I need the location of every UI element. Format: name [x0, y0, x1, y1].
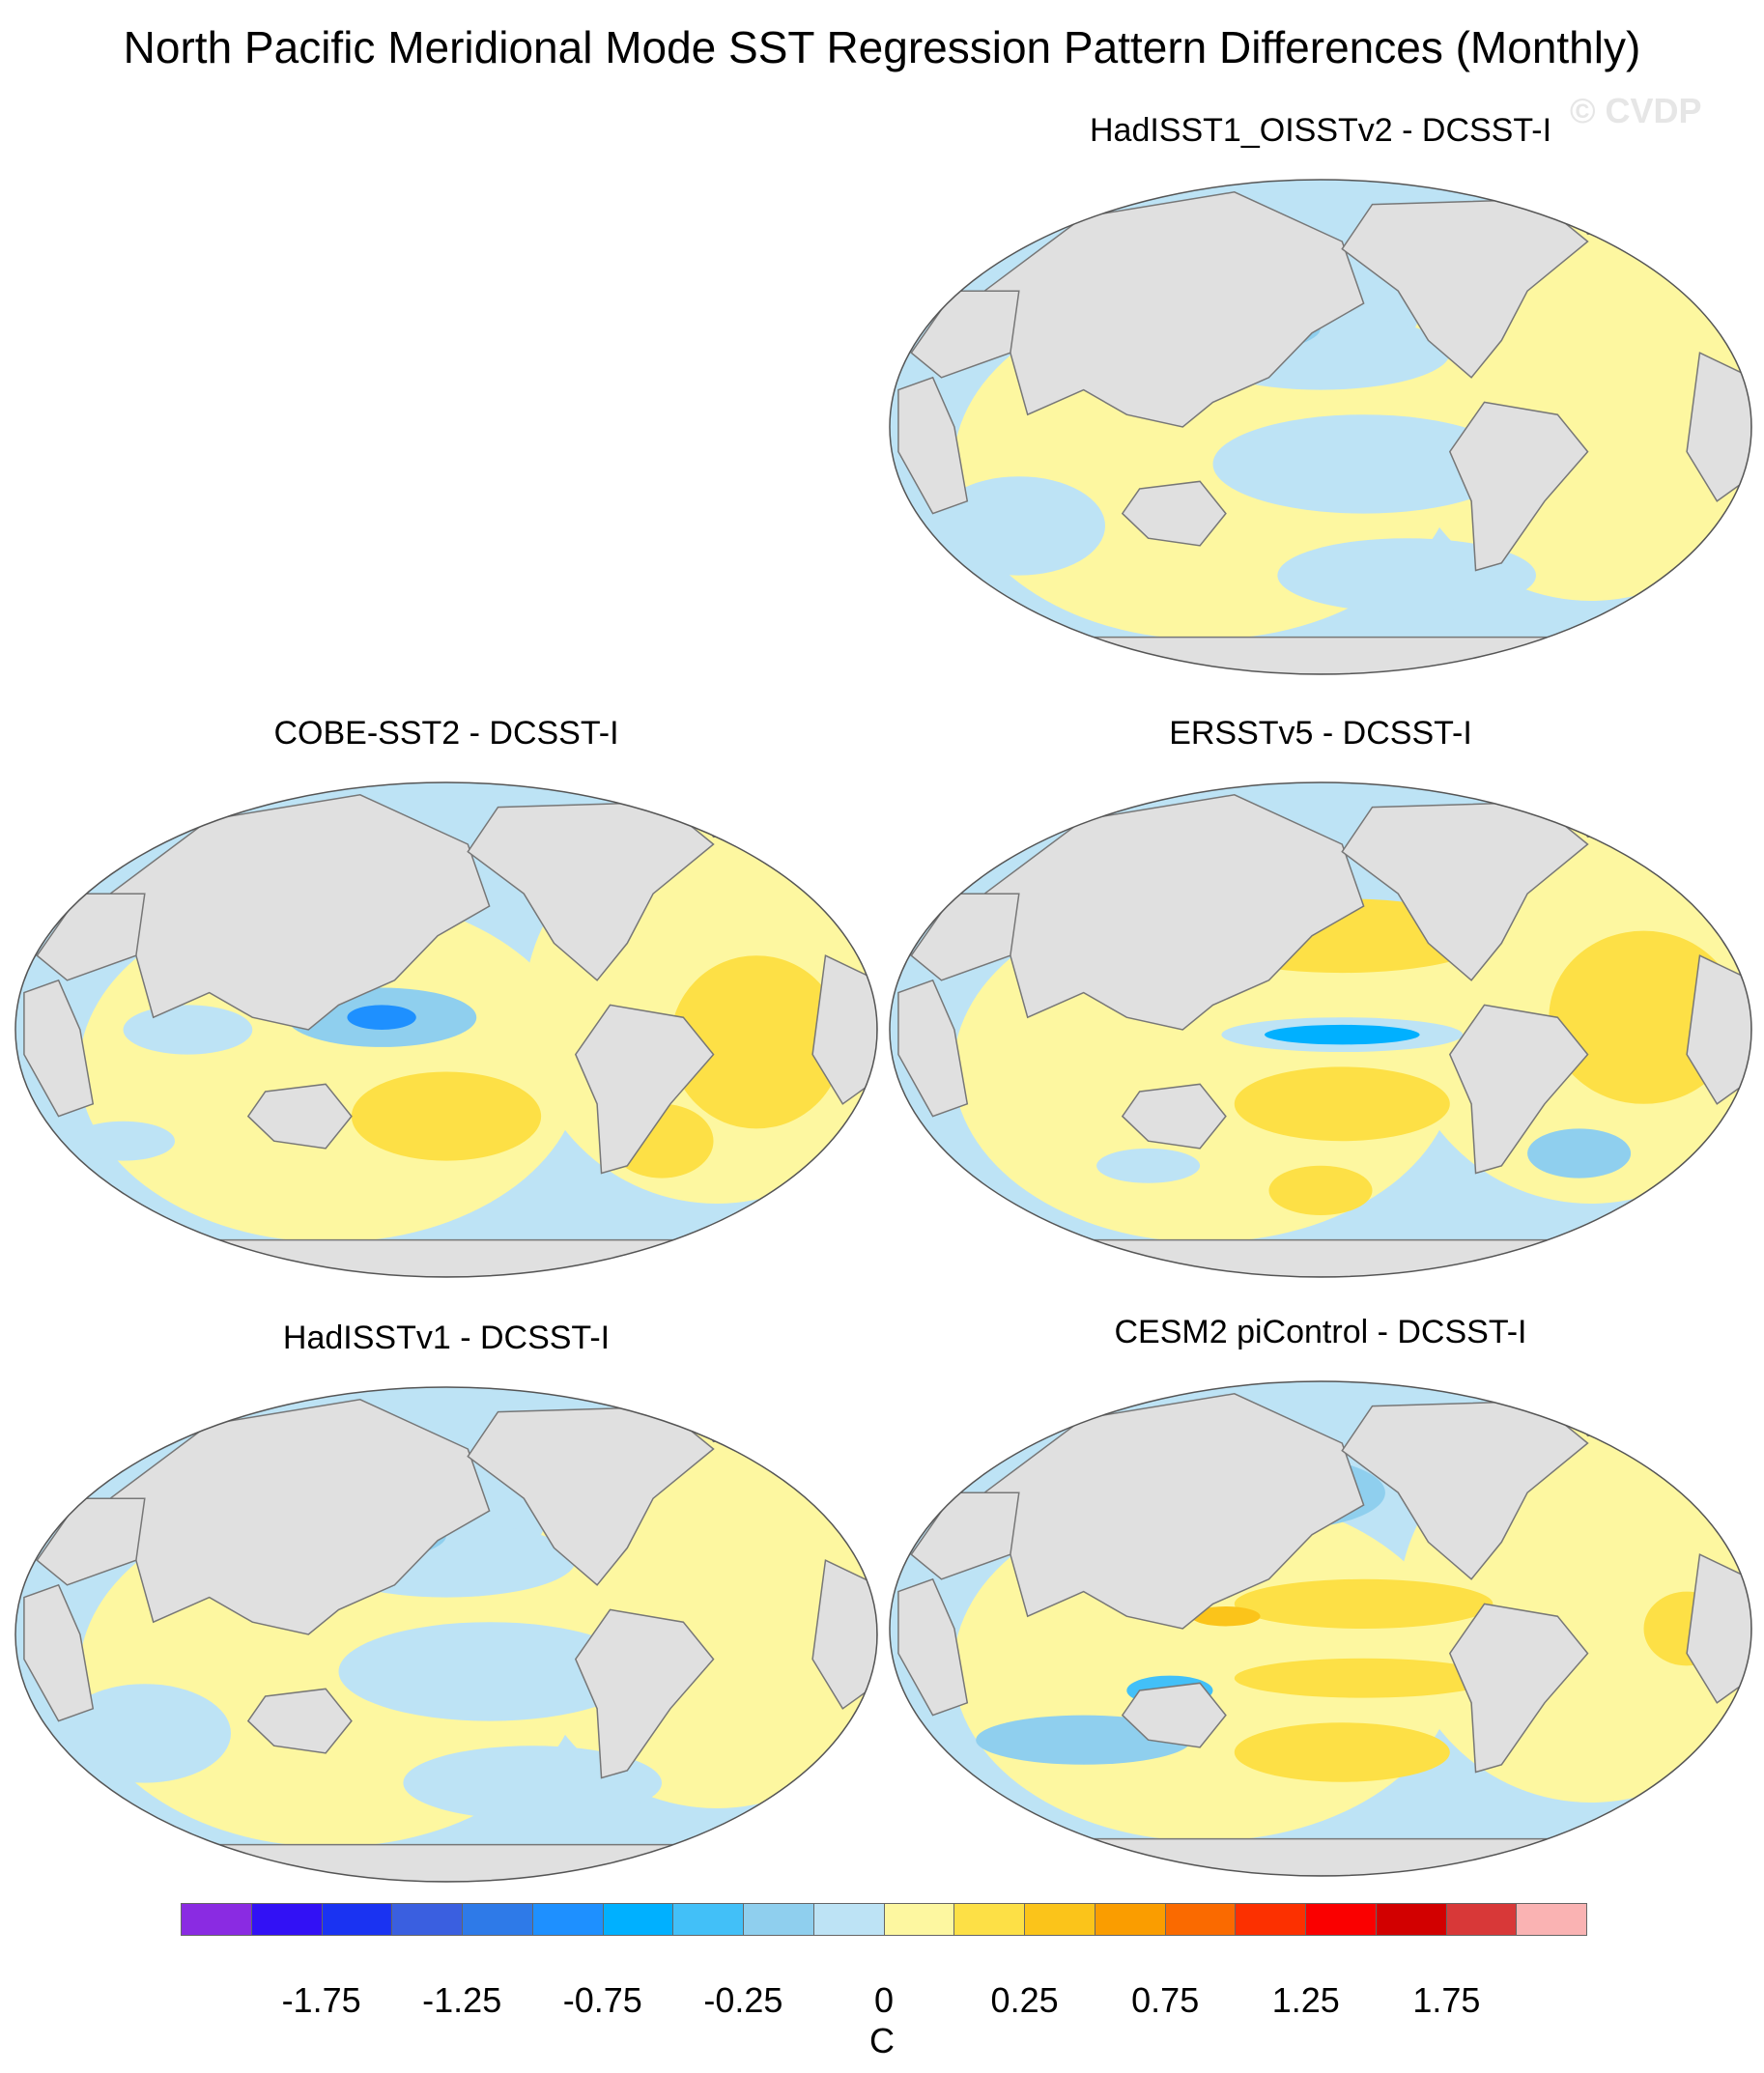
sst-anomaly-blob — [347, 1005, 416, 1030]
map-outline — [889, 781, 1752, 1278]
land-samerica — [1448, 1603, 1589, 1774]
land-africa — [897, 376, 969, 515]
map-svg — [889, 781, 1752, 1278]
colorbar-tick-label: -1.25 — [422, 1980, 502, 2020]
colorbar-swatch — [954, 1904, 1025, 1935]
colorbar-swatch — [884, 1904, 955, 1935]
watermark: © CVDP — [1570, 91, 1702, 130]
colorbar-tick-label: 0 — [873, 1980, 895, 2020]
colorbar-swatch — [182, 1904, 252, 1935]
sst-anomaly-blob — [1234, 1722, 1450, 1782]
land-australia — [1121, 480, 1227, 547]
colorbar-tick-label: 0.25 — [990, 1980, 1059, 2020]
map-svg — [889, 1380, 1752, 1877]
land-samerica — [1448, 401, 1589, 572]
colorbar-swatch — [1376, 1904, 1447, 1935]
sst-anomaly-blob — [1234, 1658, 1494, 1698]
land-australia — [246, 1688, 353, 1754]
panel-title: HadISST1_OISSTv2 - DCSST-I — [1089, 112, 1552, 149]
colorbar-swatch — [813, 1904, 885, 1935]
colorbar — [181, 1903, 1587, 1936]
panel-title: ERSSTv5 - DCSST-I — [1169, 715, 1472, 752]
sst-anomaly-blob — [71, 1121, 176, 1161]
map-panel-4: HadISSTv1 - DCSST-I — [12, 1320, 881, 1920]
sst-anomaly-blob — [932, 476, 1105, 576]
colorbar-swatch — [1095, 1904, 1166, 1935]
panel-title: HadISSTv1 - DCSST-I — [282, 1320, 611, 1356]
sst-anomaly-blob — [1212, 414, 1515, 514]
map-panel-5: CESM2 piControl - DCSST-I — [886, 1314, 1755, 1915]
sst-anomaly-blob — [1268, 1165, 1373, 1215]
sst-anomaly-blob — [338, 1622, 640, 1721]
colorbar-units: C — [869, 2021, 895, 2060]
sst-anomaly-blob — [1234, 1066, 1450, 1142]
sst-anomaly-blob — [1234, 1578, 1494, 1629]
land-antarctica — [997, 1837, 1644, 1876]
colorbar-swatch — [463, 1904, 533, 1935]
colorbar-swatch — [392, 1904, 463, 1935]
colorbar-swatch — [1165, 1904, 1237, 1935]
colorbar-tick-label: 1.25 — [1271, 1980, 1340, 2020]
land-samerica — [574, 1004, 715, 1175]
colorbar-swatch — [322, 1904, 393, 1935]
colorbar-swatch — [251, 1904, 323, 1935]
colorbar-swatch — [1306, 1904, 1377, 1935]
land-australia — [1121, 1083, 1227, 1150]
land-antarctica — [997, 636, 1644, 674]
colorbar-swatch — [532, 1904, 604, 1935]
colorbar-swatch — [1446, 1904, 1518, 1935]
sst-anomaly-blob — [683, 1609, 856, 1758]
colorbar-swatch — [603, 1904, 674, 1935]
map-outline — [14, 1386, 878, 1883]
sst-anomaly-blob — [1277, 538, 1536, 612]
land-australia — [1121, 1682, 1227, 1748]
map-svg — [14, 1386, 878, 1883]
colorbar-swatch — [1025, 1904, 1095, 1935]
sst-anomaly-blob — [1265, 1024, 1420, 1045]
land-antarctica — [997, 1238, 1644, 1277]
land-africa — [897, 1577, 969, 1717]
colorbar-tick-label: -0.75 — [562, 1980, 642, 2020]
map-panel-2: COBE-SST2 - DCSST-I — [12, 715, 881, 1316]
map-outline — [889, 179, 1752, 675]
map-outline — [14, 781, 878, 1278]
panel-title: CESM2 piControl - DCSST-I — [1114, 1314, 1527, 1350]
colorbar-swatch — [1236, 1904, 1306, 1935]
map-svg — [14, 781, 878, 1278]
colorbar-tick-label: 0.75 — [1131, 1980, 1200, 2020]
land-samerica — [1448, 1004, 1589, 1175]
map-panel-3: ERSSTv5 - DCSST-I — [886, 715, 1755, 1316]
colorbar-swatch — [673, 1904, 744, 1935]
colorbar-tick-label: 1.75 — [1412, 1980, 1481, 2020]
colorbar-swatch — [1517, 1904, 1586, 1935]
land-australia — [246, 1083, 353, 1150]
land-africa — [23, 979, 95, 1118]
sst-anomaly-blob — [403, 1746, 662, 1820]
land-africa — [897, 979, 969, 1118]
sst-anomaly-blob — [58, 1684, 231, 1783]
panel-title: COBE-SST2 - DCSST-I — [273, 715, 619, 752]
map-svg — [889, 179, 1752, 675]
sst-anomaly-blob — [123, 1005, 253, 1055]
land-samerica — [574, 1608, 715, 1779]
map-panel-1: HadISST1_OISSTv2 - DCSST-I — [886, 112, 1755, 713]
sst-anomaly-blob — [1191, 1605, 1261, 1627]
sst-anomaly-blob — [1557, 402, 1730, 551]
colorbar-tick-label: -0.25 — [703, 1980, 783, 2020]
sst-anomaly-blob — [1096, 1148, 1201, 1183]
sst-anomaly-blob — [1527, 1128, 1632, 1178]
land-antarctica — [123, 1238, 770, 1277]
land-antarctica — [123, 1843, 770, 1882]
figure-title: North Pacific Meridional Mode SST Regres… — [123, 22, 1641, 72]
sst-anomaly-blob — [669, 955, 843, 1129]
colorbar-swatch — [744, 1904, 814, 1935]
land-africa — [23, 1583, 95, 1722]
map-outline — [889, 1380, 1752, 1877]
sst-anomaly-blob — [351, 1071, 542, 1161]
colorbar-tick-label: -1.75 — [281, 1980, 361, 2020]
